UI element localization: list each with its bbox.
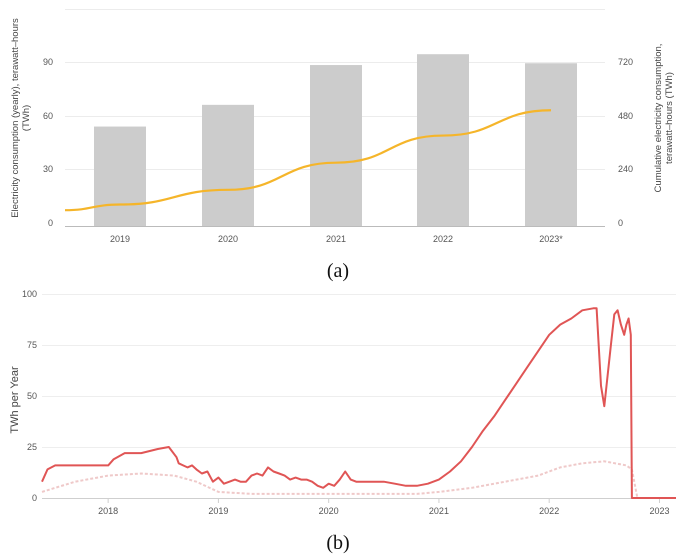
panel-a-ylabel: Electricity consumption (yearly), terawa…	[10, 18, 32, 218]
x-tick-2021: 2021	[326, 234, 346, 244]
secondary-series-line	[41, 460, 676, 499]
x-tick-2023: 2023	[649, 506, 669, 516]
x-tick-2018: 2018	[98, 506, 118, 516]
y-tick: 0	[48, 218, 53, 228]
panel-b-y-ticks: 0 25 50 75 100	[22, 289, 37, 503]
x-tick-2021: 2021	[429, 506, 449, 516]
y-tick: 90	[43, 57, 53, 67]
bar-2019	[94, 126, 146, 226]
y2-tick: 0	[618, 218, 623, 228]
y-tick: 75	[27, 340, 37, 350]
y-tick: 25	[27, 442, 37, 452]
y2-axis-label-line1: Cumulative electricity consumption,	[653, 44, 664, 193]
bar-2020	[202, 104, 254, 226]
y-tick: 0	[32, 493, 37, 503]
panel-b-grid	[42, 294, 676, 448]
y2-tick: 480	[618, 111, 633, 121]
panel-b: 0 25 50 75 100 2018 2019 2020 2021 2022 …	[9, 289, 676, 554]
y-tick: 30	[43, 164, 53, 174]
panel-a-x-ticks: 2019 2020 2021 2022 2023*	[110, 234, 563, 244]
panel-a-y2-ticks: 0 240 480 720	[618, 57, 633, 228]
y-axis-label-line2: (TWh)	[21, 105, 32, 131]
panel-b-ylabel: TWh per Year	[9, 366, 21, 434]
panel-b-x-tickmarks	[107, 498, 660, 503]
x-tick-2022: 2022	[433, 234, 453, 244]
panel-a: 2019 2020 2021 2022 2023* 0 30 60 90 0 2…	[10, 9, 675, 282]
x-tick-2022: 2022	[539, 506, 559, 516]
panel-a-y-ticks: 0 30 60 90	[43, 57, 53, 228]
y-tick: 100	[22, 289, 37, 299]
panel-a-y2label: Cumulative electricity consumption, tera…	[653, 44, 675, 193]
caption-b: (b)	[326, 532, 349, 554]
caption-a: (a)	[327, 260, 349, 282]
cumulative-line	[64, 109, 552, 212]
x-tick-2020: 2020	[319, 506, 339, 516]
x-tick-2019: 2019	[110, 234, 130, 244]
y-tick: 60	[43, 111, 53, 121]
y2-tick: 240	[618, 164, 633, 174]
panel-a-bars	[94, 54, 577, 227]
y-tick: 50	[27, 391, 37, 401]
y-axis-label-line1: Electricity consumption (yearly), terawa…	[10, 18, 21, 218]
y2-tick: 720	[618, 57, 633, 67]
bar-2022	[417, 54, 469, 227]
y2-axis-label-line2: terawatt–hours (TWh)	[664, 72, 675, 164]
panel-b-x-ticks: 2018 2019 2020 2021 2022 2023	[98, 506, 669, 516]
bar-2021	[310, 65, 362, 226]
x-tick-2020: 2020	[218, 234, 238, 244]
main-series-line	[41, 307, 676, 499]
x-tick-2023: 2023*	[539, 234, 563, 244]
x-tick-2019: 2019	[208, 506, 228, 516]
bar-2023	[525, 63, 577, 226]
